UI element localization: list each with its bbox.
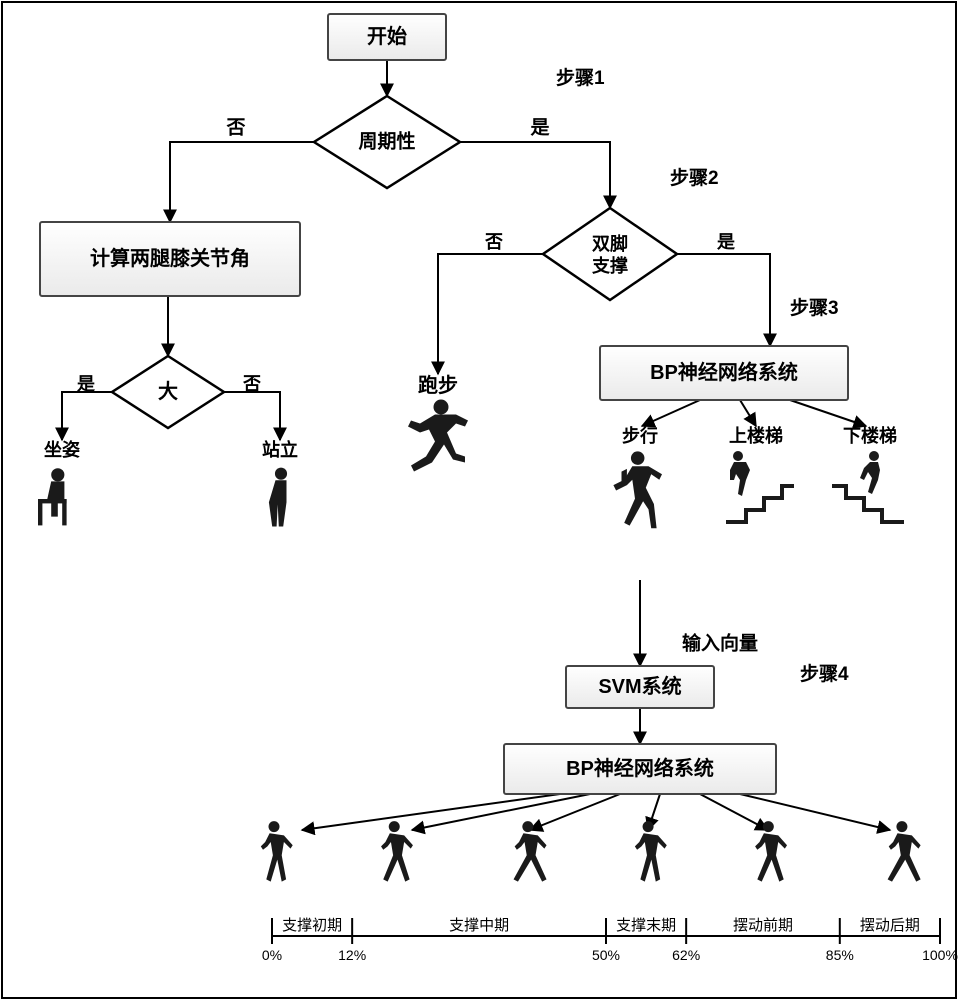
svg-text:SVM系统: SVM系统 <box>598 674 681 698</box>
result-stand-label: 站立 <box>262 439 298 460</box>
stand-icon <box>269 468 287 527</box>
node-bp-net-2: BP神经网络系统 <box>504 744 776 794</box>
gait-timeline: 0% 12% 50% 62% 85% 100% 支撑初期 支撑中期 支撑末期 摆动前期 摆动后期 <box>261 821 958 963</box>
sit-icon <box>38 468 67 525</box>
gait-figure-3 <box>635 821 667 882</box>
downstairs-icon <box>832 451 904 524</box>
gait-tick-85: 85% <box>826 947 854 963</box>
gait-figure-2 <box>514 821 547 882</box>
outer-frame <box>2 2 956 998</box>
step-label-s3: 步骤3 <box>790 297 839 319</box>
step-label-s2: 步骤2 <box>670 167 719 189</box>
svg-text:双脚: 双脚 <box>592 234 628 254</box>
gait-phase-0: 支撑初期 <box>282 917 342 934</box>
edge-label-input_vec: 输入向量 <box>682 632 758 655</box>
step-label-s4: 步骤4 <box>800 663 849 685</box>
svg-text:开始: 开始 <box>367 24 407 48</box>
edge-label-feet_no: 否 <box>484 232 503 252</box>
gait-tick-50: 50% <box>592 947 620 963</box>
result-downstairs-label: 下楼梯 <box>843 425 897 446</box>
step-label-s1: 步骤1 <box>556 67 605 89</box>
edge-label-periodic_no: 否 <box>225 118 245 139</box>
svg-text:支撑: 支撑 <box>591 255 628 276</box>
gait-phase-4: 摆动后期 <box>860 917 920 934</box>
svg-text:周期性: 周期性 <box>358 130 415 153</box>
node-knee-calc: 计算两腿膝关节角 <box>40 222 300 296</box>
gait-tick-0: 0% <box>262 947 282 963</box>
gait-figure-4 <box>755 821 787 882</box>
result-run-label: 跑步 <box>418 373 458 397</box>
svg-text:BP神经网络系统: BP神经网络系统 <box>650 360 798 384</box>
edge-label-big_no: 否 <box>242 374 261 394</box>
walk-icon <box>613 451 662 528</box>
node-bp-net-1: BP神经网络系统 <box>600 346 848 400</box>
svg-text:BP神经网络系统: BP神经网络系统 <box>566 756 714 780</box>
gait-tick-62: 62% <box>672 947 700 963</box>
node-svm: SVM系统 <box>566 666 714 708</box>
gait-figure-0 <box>261 821 293 882</box>
node-periodic: 周期性 <box>314 96 460 188</box>
edge-label-big_yes: 是 <box>76 374 95 394</box>
gait-phase-2: 支撑末期 <box>616 917 676 934</box>
upstairs-icon <box>726 451 794 524</box>
edge-label-periodic_yes: 是 <box>530 117 549 139</box>
gait-phase-3: 摆动前期 <box>733 917 793 934</box>
node-start: 开始 <box>328 14 446 60</box>
gait-phase-1: 支撑中期 <box>449 917 509 934</box>
gait-figure-1 <box>381 821 413 882</box>
run-icon <box>408 400 468 472</box>
svg-text:计算两腿膝关节角: 计算两腿膝关节角 <box>90 246 250 270</box>
result-sit-label: 坐姿 <box>44 439 80 460</box>
node-feet-support: 双脚 支撑 <box>543 208 677 300</box>
svg-text:大: 大 <box>158 380 178 403</box>
gait-tick-12: 12% <box>338 947 366 963</box>
result-walk-label: 步行 <box>622 425 658 446</box>
gait-figure-5 <box>888 821 921 882</box>
node-big: 大 <box>112 356 224 428</box>
gait-tick-100: 100% <box>922 947 958 963</box>
edge-label-feet_yes: 是 <box>716 232 735 252</box>
result-upstairs-label: 上楼梯 <box>729 425 783 446</box>
